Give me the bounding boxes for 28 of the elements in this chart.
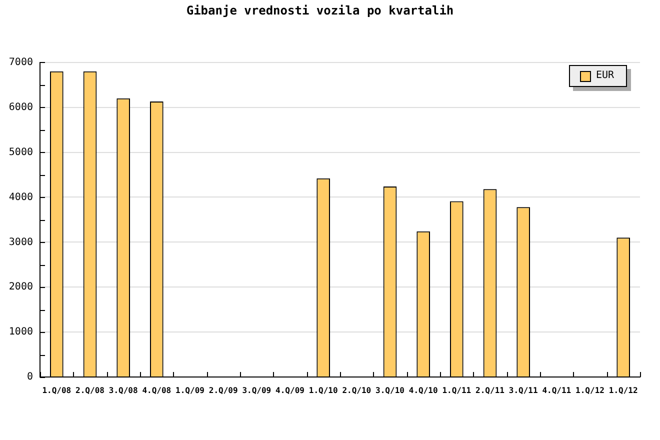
x-tick-label: 4.Q/08 bbox=[142, 386, 172, 395]
y-tick-label: 2000 bbox=[8, 282, 33, 293]
y-tick-label: 7000 bbox=[8, 56, 33, 68]
x-tick-label: 1.Q/08 bbox=[42, 386, 72, 395]
y-tick-label: 5000 bbox=[8, 146, 33, 158]
x-tick-label: 2.Q/10 bbox=[342, 386, 372, 395]
x-tick-label: 1.Q/10 bbox=[308, 386, 338, 395]
y-tick-label: 0 bbox=[26, 372, 33, 383]
x-tick-label: 4.Q/10 bbox=[408, 386, 438, 395]
x-tick-label: 1.Q/12 bbox=[576, 386, 605, 395]
x-tick-label: 2.Q/08 bbox=[76, 386, 105, 395]
x-tick-label: 2.Q/09 bbox=[208, 386, 238, 395]
y-tick-label: 3000 bbox=[8, 236, 33, 248]
x-tick-label: 1.Q/11 bbox=[442, 386, 472, 395]
x-tick-label: 4.Q/11 bbox=[542, 386, 572, 395]
y-tick-label: 4000 bbox=[8, 192, 33, 203]
x-tick-label: 1.Q/09 bbox=[176, 386, 205, 395]
x-tick-label: 3.Q/09 bbox=[242, 386, 272, 395]
x-tick-label: 1.Q/12 bbox=[608, 386, 638, 395]
y-tick-label: 6000 bbox=[8, 102, 33, 113]
legend-label: EUR bbox=[596, 70, 614, 82]
y-tick-label: 1000 bbox=[8, 326, 33, 338]
x-tick-label: 3.Q/11 bbox=[508, 386, 538, 395]
x-tick-label: 4.Q/09 bbox=[276, 386, 305, 395]
x-tick-label: 3.Q/10 bbox=[376, 386, 405, 395]
x-tick-label: 3.Q/08 bbox=[108, 386, 138, 395]
chart-title: Gibanje vrednosti vozila po kvartalih bbox=[186, 3, 454, 18]
x-tick-label: 2.Q/11 bbox=[476, 386, 505, 395]
